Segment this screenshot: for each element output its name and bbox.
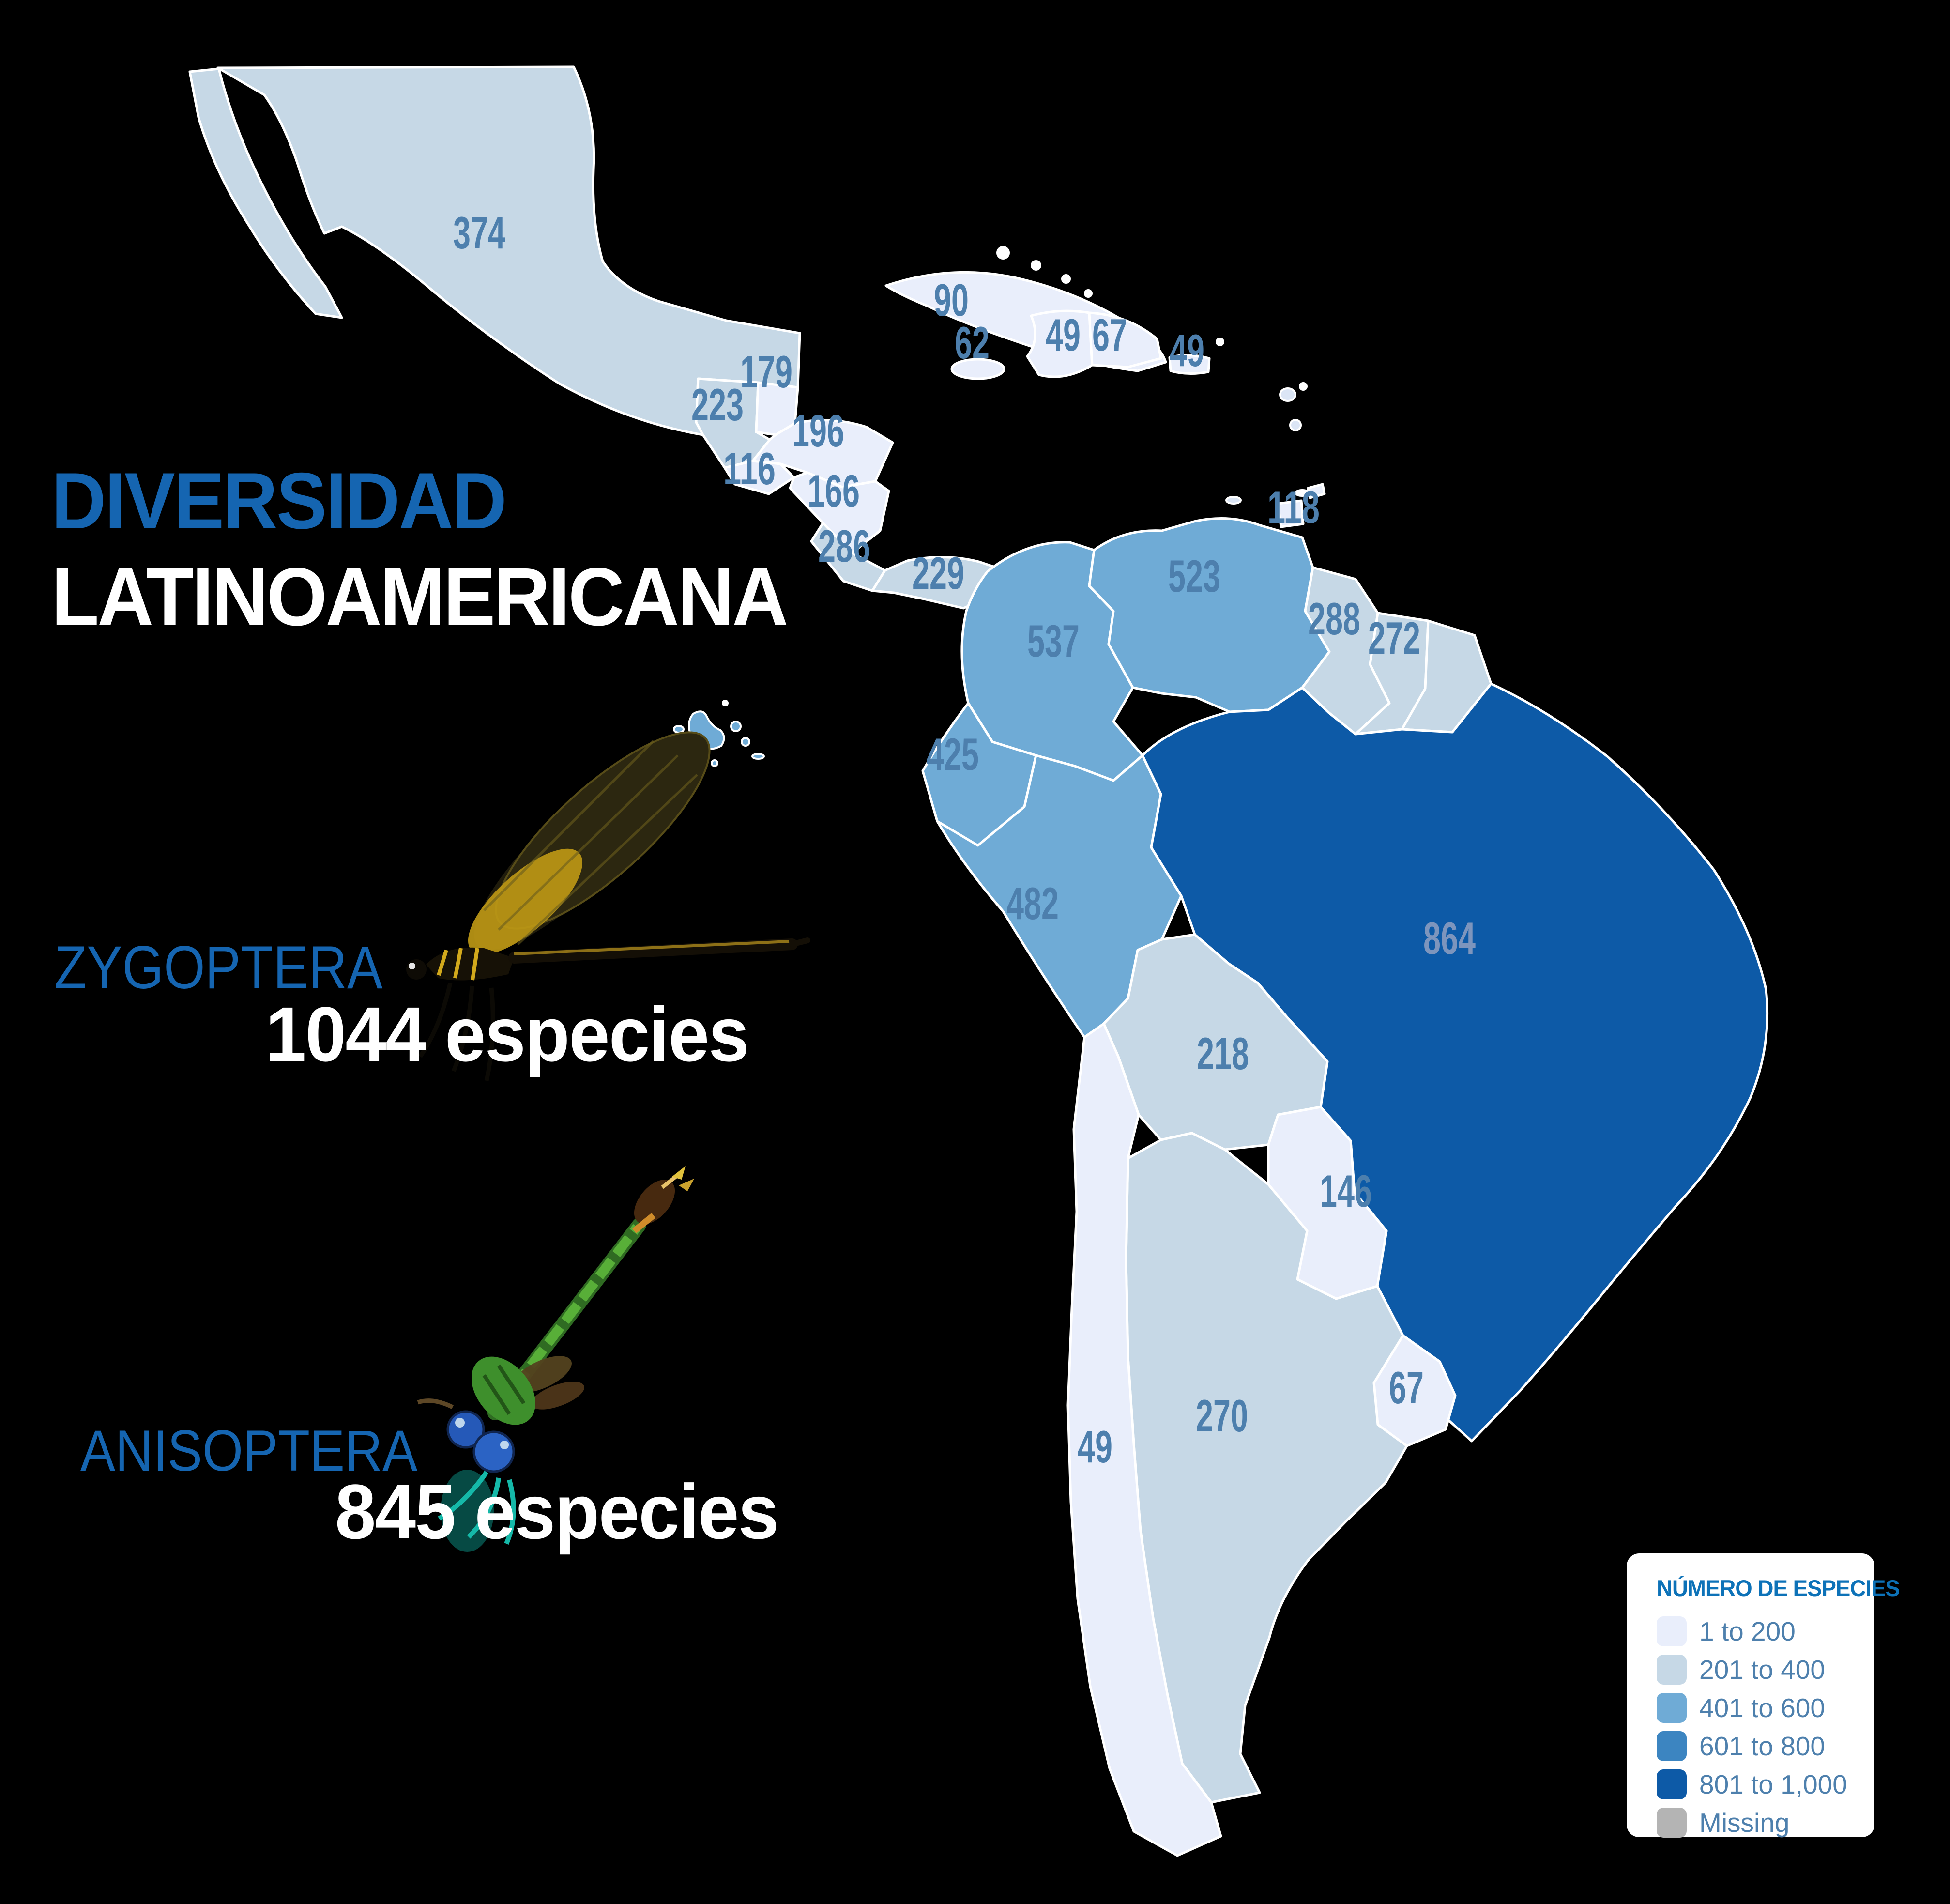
- species-count-haiti: 49: [1046, 309, 1081, 360]
- species-count-peru: 482: [1006, 878, 1059, 929]
- species-count-belize: 179: [740, 346, 792, 397]
- legend-label-c2: 201 to 400: [1699, 1655, 1825, 1685]
- species-count-puerto-rico: 49: [1170, 325, 1204, 376]
- country-mexico: [216, 65, 801, 436]
- species-count-jamaica: 62: [955, 317, 990, 368]
- species-count-costa-rica: 286: [818, 521, 870, 571]
- legend-swatch-c5: [1657, 1769, 1687, 1799]
- country-chile: [1066, 1022, 1222, 1857]
- bahamas-islands: [996, 246, 1093, 298]
- title-line-diversidad: DIVERSIDAD: [51, 456, 507, 545]
- lesser-antilles-islands: [1216, 338, 1310, 505]
- legend-item-c4: 601 to 800: [1657, 1731, 1865, 1762]
- species-count-honduras: 196: [792, 405, 844, 456]
- title-line-latinoamericana: LATINOAMERICANA: [51, 551, 789, 643]
- legend-swatch-c4: [1657, 1731, 1687, 1761]
- legend-label-c1: 1 to 200: [1699, 1616, 1796, 1646]
- legend-item-c1: 1 to 200: [1657, 1616, 1865, 1647]
- anisoptera-label: ANISOPTERA: [80, 1418, 418, 1483]
- legend-swatch-c1: [1657, 1616, 1687, 1646]
- species-count-colombia: 537: [1027, 615, 1080, 666]
- country-dominican-republic: [1088, 311, 1162, 369]
- legend-label-missing: Missing: [1699, 1808, 1790, 1838]
- species-count-nicaragua: 166: [807, 465, 860, 516]
- legend-item-missing: Missing: [1657, 1807, 1865, 1838]
- legend-item-c5: 801 to 1,000: [1657, 1769, 1865, 1800]
- species-count-bolivia: 218: [1197, 1028, 1249, 1079]
- species-count-paraguay: 146: [1320, 1166, 1372, 1216]
- country-puerto-rico: [1168, 354, 1211, 375]
- damselfly-photo: [406, 731, 810, 1081]
- legend-title: NÚMERO DE ESPECIES: [1657, 1575, 1900, 1601]
- zygoptera-label: ZYGOPTERA: [54, 934, 383, 1001]
- legend-swatch-c3: [1657, 1693, 1687, 1723]
- species-count-argentina: 270: [1196, 1390, 1248, 1441]
- species-count-brazil: 864: [1423, 913, 1476, 964]
- anisoptera-species-count: 845 especies: [335, 1468, 779, 1555]
- legend-item-c3: 401 to 600: [1657, 1692, 1865, 1723]
- zygoptera-species-count: 1044 especies: [265, 991, 749, 1077]
- legend-swatch-missing: [1657, 1808, 1687, 1838]
- legend-item-c2: 201 to 400: [1657, 1654, 1865, 1685]
- country-nicaragua: [789, 471, 890, 554]
- country-mexico-baja: [188, 67, 343, 319]
- galapagos-islands: [673, 700, 765, 767]
- legend-swatch-c2: [1657, 1655, 1687, 1685]
- species-count-uruguay: 67: [1389, 1362, 1424, 1413]
- country-jamaica: [950, 358, 1005, 380]
- species-count-cuba: 90: [934, 275, 969, 325]
- species-count-guatemala: 223: [691, 379, 744, 430]
- species-count-panama: 229: [912, 548, 964, 599]
- legend-label-c4: 601 to 800: [1699, 1731, 1825, 1761]
- legend-box: NÚMERO DE ESPECIES 1 to 200 201 to 400 401…: [1627, 1553, 1900, 1838]
- country-haiti: [1026, 309, 1094, 378]
- species-count-trinidad-tobago: 118: [1267, 482, 1320, 533]
- species-count-ecuador: 425: [927, 729, 979, 780]
- country-trinidad: [1277, 499, 1305, 528]
- legend-label-c5: 801 to 1,000: [1699, 1769, 1847, 1799]
- species-count-suriname: 272: [1368, 613, 1420, 663]
- legend-rows: 1 to 200 201 to 400 401 to 600 601 to 800 80…: [1657, 1616, 1865, 1838]
- species-count-guyana: 288: [1308, 593, 1360, 644]
- species-count-el-salvador: 116: [723, 443, 776, 494]
- species-count-chile: 49: [1078, 1421, 1112, 1472]
- species-count-venezuela: 523: [1168, 551, 1220, 601]
- dragonfly-photo: [417, 1166, 694, 1552]
- species-count-dominican-republic: 67: [1092, 309, 1127, 360]
- species-count-mexico: 374: [453, 207, 505, 258]
- legend-label-c3: 401 to 600: [1699, 1693, 1825, 1723]
